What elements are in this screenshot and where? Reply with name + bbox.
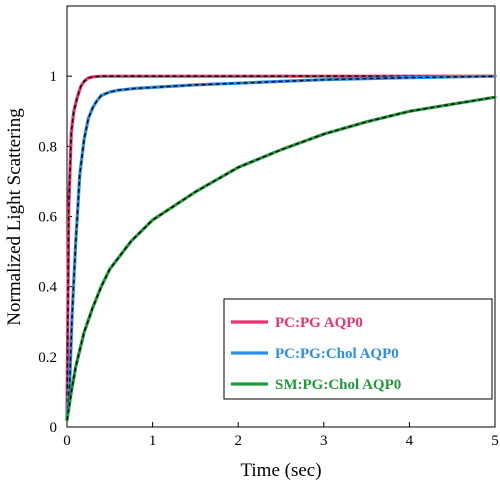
x-tick-label: 2 <box>234 433 242 449</box>
fit-line <box>66 75 495 417</box>
legend-entries: PC:PG AQP0 PC:PG:Chol AQP0 SM:PG:Chol AQP0 <box>231 315 401 393</box>
y-tick-label: 0.8 <box>38 139 57 155</box>
legend-label: PC:PG AQP0 <box>275 315 363 331</box>
axis-ticks: 0 1 2 3 4 5 0 0.2 0.4 0.6 0.8 1 <box>38 69 499 449</box>
legend-label: SM:PG:Chol AQP0 <box>275 377 401 393</box>
y-tick-label: 0 <box>50 420 58 436</box>
y-tick-label: 0.2 <box>38 350 57 366</box>
y-axis-title: Normalized Light Scattering <box>4 108 25 326</box>
legend-box <box>223 298 493 400</box>
x-axis-title: Time (sec) <box>240 460 321 481</box>
x-tick-label: 3 <box>320 433 328 449</box>
x-tick-label: 0 <box>63 433 71 449</box>
y-tick-label: 0.6 <box>38 210 57 226</box>
series-layer <box>65 74 497 422</box>
y-tick-label: 0.4 <box>38 280 57 296</box>
fit-line <box>66 96 496 421</box>
x-tick-label: 5 <box>491 433 499 449</box>
legend-label: PC:PG:Chol AQP0 <box>275 346 399 362</box>
x-tick-label: 4 <box>406 433 414 449</box>
y-tick-label: 1 <box>50 69 58 85</box>
x-tick-label: 1 <box>149 433 157 449</box>
legend: PC:PG AQP0 PC:PG:Chol AQP0 SM:PG:Chol AQP0 <box>223 298 493 400</box>
fit-line <box>66 75 496 417</box>
